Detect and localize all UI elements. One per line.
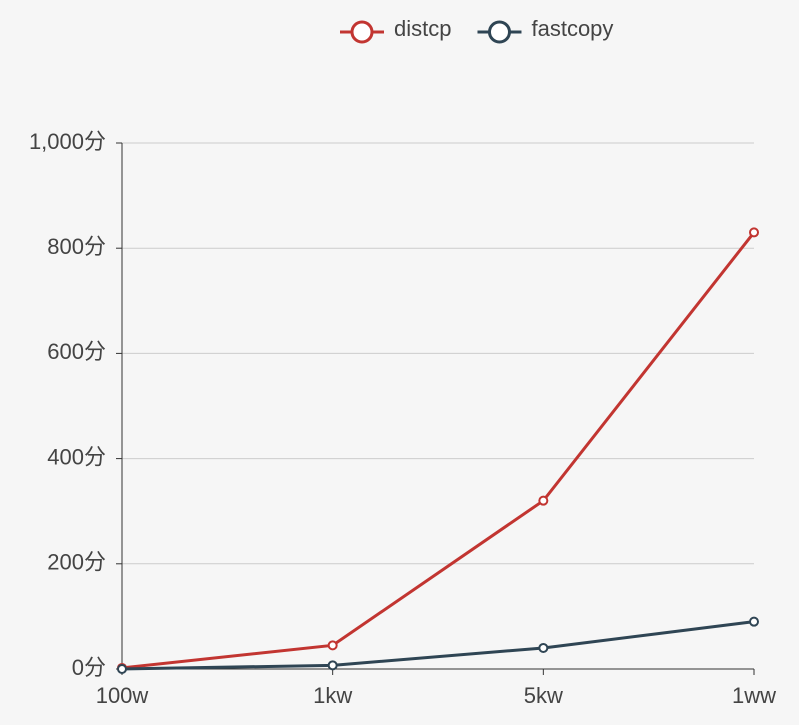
y-tick-label: 0分	[72, 655, 106, 680]
point	[327, 660, 338, 671]
y-tick-label: 200分	[47, 550, 106, 575]
y-tick-label: 600分	[47, 339, 106, 364]
point	[117, 664, 127, 674]
series-line	[121, 620, 755, 671]
x-tick-label: 1kw	[313, 683, 352, 708]
legend-label: fastcopy	[531, 16, 613, 41]
x-tick-label: 5kw	[524, 683, 563, 708]
x-tick-label: 100w	[96, 683, 149, 708]
point	[538, 642, 549, 653]
y-tick-label: 400分	[47, 444, 106, 469]
legend-label: distcp	[394, 16, 451, 41]
point	[327, 640, 338, 651]
y-tick-label: 1,000分	[29, 129, 106, 154]
point	[749, 616, 759, 627]
legend-marker	[487, 20, 511, 44]
y-tick-label: 800分	[47, 234, 106, 259]
point	[538, 495, 549, 506]
x-tick-label: 1ww	[732, 683, 776, 708]
series-line	[121, 231, 756, 670]
point	[749, 227, 759, 238]
legend-marker	[350, 20, 374, 44]
